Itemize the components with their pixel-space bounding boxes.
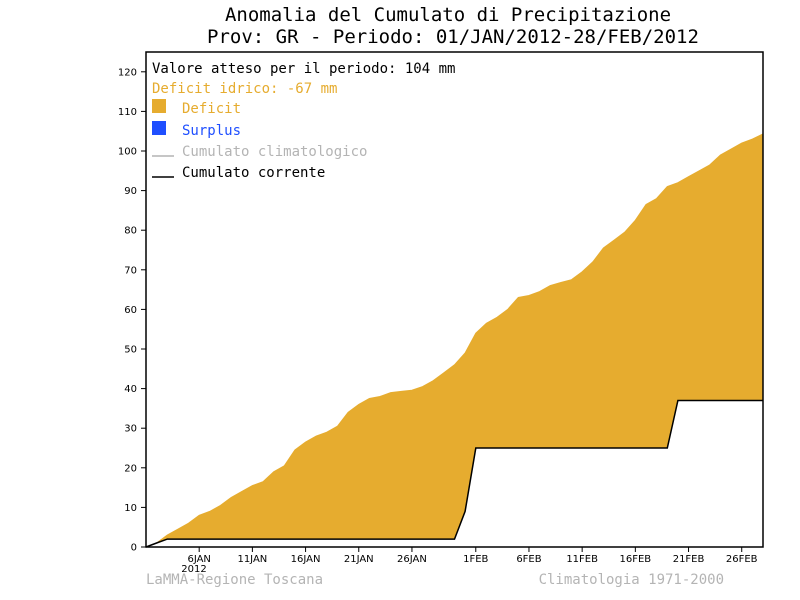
legend-surplus-label: Surplus: [182, 123, 241, 139]
x-axis-year-label: 2012: [181, 564, 206, 575]
y-tick-label: 80: [124, 226, 137, 237]
y-tick-label: 70: [124, 265, 137, 276]
legend-deficit-amount: Deficit idrico: -67 mm: [152, 81, 337, 97]
chart-title-line1: Anomalia del Cumulato di Precipitazione: [225, 4, 671, 26]
legend-expected-value: Valore atteso per il periodo: 104 mm: [152, 61, 455, 77]
y-tick-label: 0: [131, 543, 137, 554]
deficit-area-layer: [146, 134, 763, 547]
plot-frame: [145, 51, 764, 548]
legend-deficit-swatch: [152, 99, 166, 113]
y-tick-label: 30: [124, 424, 137, 435]
y-tick-label: 110: [118, 107, 137, 118]
x-tick-label: 11JAN: [237, 554, 267, 565]
current-cumulative-line: [145, 399, 763, 548]
series-lines-layer: [145, 133, 764, 548]
y-tick-label: 20: [124, 463, 137, 474]
x-axis: 6JAN 11JAN 16JAN 21JAN 26JAN 1FEB 6FEB 11FEB 16F…: [187, 547, 758, 565]
footer-climatology: Climatologia 1971-2000: [539, 572, 724, 588]
y-axis: 0 10 20 30 40 50 60 70 80 90 100 110 120: [118, 67, 146, 554]
x-tick-label: 6FEB: [516, 554, 541, 565]
footer-source: LaMMA-Regione Toscana: [146, 572, 323, 588]
x-tick-label: 1FEB: [463, 554, 488, 565]
legend-surplus-swatch: [152, 121, 166, 135]
y-tick-label: 60: [124, 305, 137, 316]
legend: Valore atteso per il periodo: 104 mm Def…: [152, 61, 455, 181]
legend-current-label: Cumulato corrente: [182, 165, 325, 181]
x-tick-label: 26JAN: [397, 554, 427, 565]
climatological-cumulative-line: [145, 133, 764, 548]
y-tick-label: 100: [118, 147, 137, 158]
legend-climatological-label: Cumulato climatologico: [182, 144, 367, 160]
x-tick-label: 21JAN: [344, 554, 374, 565]
deficit-area: [146, 134, 763, 547]
y-tick-label: 50: [124, 345, 137, 356]
y-tick-label: 120: [118, 67, 137, 78]
y-tick-label: 90: [124, 186, 137, 197]
x-tick-label: 11FEB: [566, 554, 598, 565]
x-tick-label: 16JAN: [291, 554, 321, 565]
y-tick-label: 40: [124, 384, 137, 395]
x-tick-label: 6JAN: [187, 554, 210, 565]
x-tick-label: 26FEB: [726, 554, 758, 565]
x-tick-label: 16FEB: [620, 554, 652, 565]
chart-title-line2: Prov: GR - Periodo: 01/JAN/2012-28/FEB/2…: [207, 26, 699, 48]
legend-deficit-label: Deficit: [182, 101, 241, 117]
x-tick-label: 21FEB: [673, 554, 705, 565]
y-tick-label: 10: [124, 503, 137, 514]
